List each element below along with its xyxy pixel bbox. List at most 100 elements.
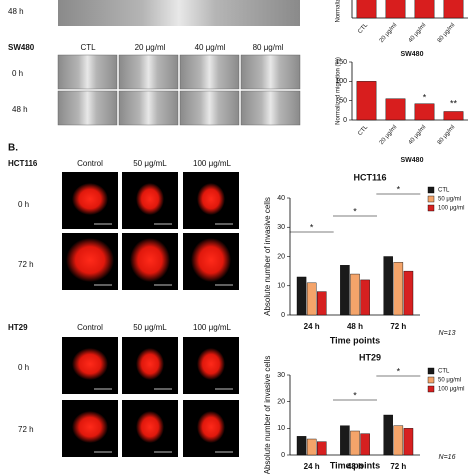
cell-line-label: HCT116: [8, 159, 38, 168]
row-label: 48 h: [8, 7, 24, 16]
bar: [403, 270, 414, 316]
legend-label: CTL: [438, 188, 450, 194]
row-label: 48 h: [12, 105, 28, 114]
micrograph: [240, 90, 301, 126]
bar: [360, 433, 370, 456]
x-tick-label: 20 μg/ml: [379, 22, 398, 44]
bar: [443, 111, 464, 121]
y-tick-label: 20: [277, 253, 285, 260]
bar: [356, 81, 377, 121]
chart-title: HT29: [359, 352, 381, 362]
x-axis-label: Time points: [330, 460, 380, 470]
bar: [443, 0, 464, 19]
y-tick-label: 30: [277, 224, 285, 231]
bar: [296, 276, 307, 316]
x-tick-label: 80 μg/ml: [437, 22, 456, 44]
bar: [356, 0, 377, 19]
y-axis-label: Normalize: [336, 0, 342, 23]
x-tick-label: 72 h: [390, 462, 406, 471]
legend-swatch: [427, 385, 435, 393]
row-label: 72 h: [18, 425, 34, 434]
column-header: Control: [77, 159, 103, 168]
bar: [317, 441, 327, 456]
micrograph: [57, 90, 118, 126]
y-tick-label: 100: [335, 78, 347, 85]
x-tick-label: 48 h: [347, 322, 363, 331]
micrograph: [179, 90, 240, 126]
legend-label: CTL: [438, 369, 450, 375]
y-tick-label: 0: [343, 117, 347, 124]
column-header: 50 μg/mL: [133, 159, 167, 168]
y-tick-label: 0: [281, 452, 285, 459]
significance-mark: *: [310, 222, 314, 232]
column-header: 100 μg/mL: [193, 159, 232, 168]
spheroid: [197, 411, 225, 443]
spheroid: [136, 348, 164, 380]
cell-line-label: SW480: [8, 43, 35, 52]
micrograph: [58, 0, 300, 26]
bar: [383, 414, 393, 456]
row-label: 0 h: [18, 363, 29, 372]
bar: [340, 425, 350, 456]
x-axis-label: SW480: [401, 157, 424, 164]
x-tick-label: CTL: [357, 124, 369, 137]
y-tick-label: 0: [281, 312, 285, 319]
y-tick-label: 40: [277, 195, 285, 202]
bar: [306, 438, 317, 456]
spheroid: [191, 238, 231, 282]
bar: [383, 256, 393, 316]
significance-mark: **: [450, 98, 458, 108]
micrograph: [118, 54, 179, 90]
y-tick-label: 20: [277, 399, 285, 406]
y-tick-label: 10: [277, 283, 285, 290]
x-tick-label: CTL: [357, 22, 369, 35]
spheroid: [130, 238, 170, 282]
legend-label: 50 μg/ml: [438, 197, 461, 203]
legend-label: 50 μg/ml: [438, 378, 461, 384]
y-axis-label: Normalized migration (%): [336, 57, 342, 125]
spheroid: [197, 348, 225, 380]
column-header: 50 μg/mL: [133, 323, 167, 332]
column-header: 20 μg/ml: [135, 43, 166, 52]
legend-swatch: [427, 195, 435, 203]
y-tick-label: 10: [277, 425, 285, 432]
column-header: 40 μg/ml: [195, 43, 226, 52]
y-tick-label: 30: [277, 372, 285, 379]
legend-label: 100 μg/ml: [438, 387, 464, 393]
x-tick-label: 80 μg/ml: [437, 124, 456, 146]
bar: [414, 0, 435, 19]
note: N=13: [439, 330, 456, 337]
spheroid: [136, 411, 164, 443]
row-label: 0 h: [12, 69, 23, 78]
x-axis-label: SW480: [401, 51, 424, 58]
significance-mark: *: [397, 184, 401, 194]
x-tick-label: 72 h: [390, 322, 406, 331]
y-tick-label: 50: [339, 98, 347, 105]
bar: [350, 430, 360, 456]
panel-label: B.: [8, 143, 18, 154]
top-crop: 48 h: [8, 0, 300, 26]
bar: [393, 262, 404, 316]
bar: [385, 98, 406, 121]
bar: [414, 103, 435, 121]
spheroid: [197, 183, 225, 215]
chart-title: HCT116: [353, 172, 386, 182]
bar: [403, 428, 414, 456]
x-tick-label: 24 h: [304, 322, 320, 331]
row-label: 72 h: [18, 260, 34, 269]
bar: [385, 0, 406, 19]
spheroid: [72, 411, 108, 443]
bar: [340, 265, 350, 316]
legend-swatch: [427, 376, 435, 384]
x-axis-label: Time points: [330, 335, 380, 345]
significance-mark: *: [353, 390, 357, 400]
bar: [360, 279, 370, 316]
y-axis-label: Absolute number of invasive cells: [263, 356, 272, 474]
significance-mark: *: [423, 92, 427, 102]
spheroid: [72, 183, 108, 215]
bar: [296, 436, 307, 456]
bar: [350, 273, 360, 316]
micrograph: [179, 54, 240, 90]
legend-swatch: [427, 367, 435, 375]
